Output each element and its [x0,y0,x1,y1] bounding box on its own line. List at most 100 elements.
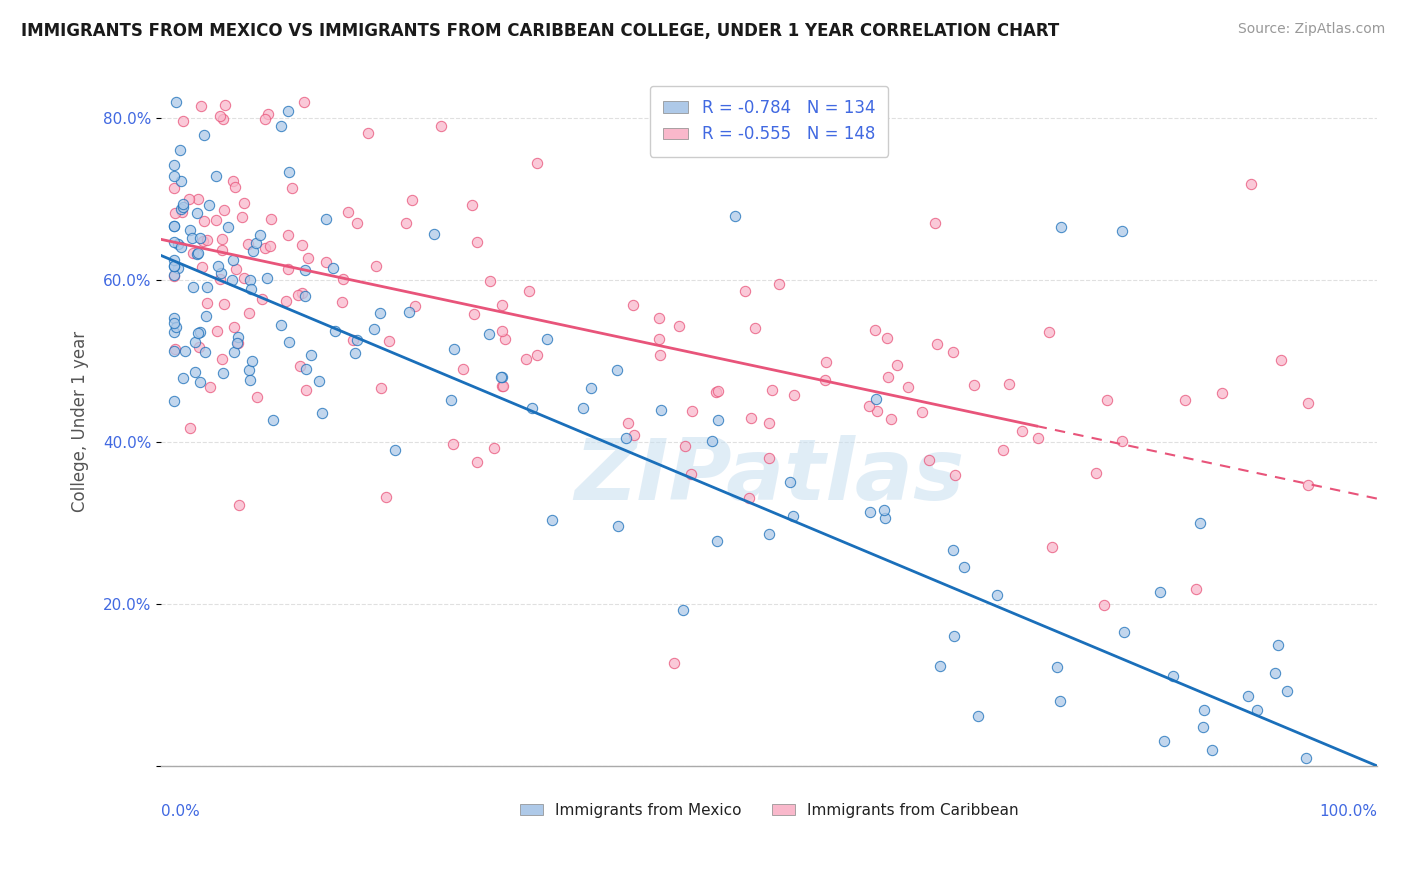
Point [623,428,645,442]
Point [953,559,976,574]
Point [443,342,465,356]
Point [162,219,184,234]
Point [259,239,281,253]
Point [231,211,253,225]
Point [179,223,201,237]
Point [866,404,889,418]
Point [181,246,204,260]
Point [942,345,965,359]
Point [1189,516,1212,530]
Point [491,378,513,392]
Point [346,333,368,347]
Point [886,358,908,372]
Point [212,366,235,380]
Point [997,377,1019,392]
Point [758,416,780,430]
Point [239,273,262,287]
Point [217,219,239,234]
Point [478,274,501,288]
Point [536,332,558,346]
Point [238,362,260,376]
Point [1192,703,1215,717]
Point [290,359,312,373]
Point [162,169,184,184]
Point [679,467,702,482]
Point [704,385,727,400]
Point [607,519,630,533]
Point [363,322,385,336]
Point [276,293,298,308]
Point [463,308,485,322]
Point [758,450,780,465]
Point [207,259,229,273]
Point [814,374,837,388]
Point [943,629,966,643]
Point [526,155,548,169]
Point [187,245,209,260]
Point [404,299,426,313]
Point [209,266,232,280]
Point [290,237,312,252]
Point [226,335,249,350]
Point [163,235,186,249]
Point [315,211,337,226]
Point [186,206,208,220]
Point [526,348,548,362]
Point [491,324,513,338]
Point [614,431,637,445]
Point [1246,702,1268,716]
Point [1011,424,1033,438]
Point [876,370,898,384]
Point [873,511,896,525]
Point [1185,582,1208,596]
Point [294,263,316,277]
Point [370,381,392,395]
Point [162,393,184,408]
Point [897,380,920,394]
Point [188,340,211,354]
Point [184,334,207,349]
Point [1040,541,1063,555]
Point [236,237,259,252]
Point [986,588,1008,602]
Point [1192,720,1215,734]
Point [173,343,195,358]
Point [162,325,184,339]
Point [221,273,243,287]
Point [315,255,337,269]
Point [1153,734,1175,748]
Point [605,363,627,377]
Point [183,280,205,294]
Point [1149,585,1171,599]
Point [744,321,766,335]
Point [865,323,887,337]
Point [225,262,247,277]
Point [162,268,184,282]
Point [195,295,218,310]
Point [193,128,215,143]
Point [281,181,304,195]
Point [190,230,212,244]
Point [461,198,484,212]
Point [1038,326,1060,340]
Point [165,95,187,109]
Point [1095,393,1118,408]
Point [162,158,184,172]
Point [262,413,284,427]
Point [515,352,537,367]
Point [172,204,194,219]
Text: Source: ZipAtlas.com: Source: ZipAtlas.com [1237,22,1385,37]
Point [779,475,801,489]
Point [579,381,602,395]
Point [1161,669,1184,683]
Point [1092,598,1115,612]
Point [162,269,184,284]
Point [208,271,231,285]
Point [1114,624,1136,639]
Point [963,378,986,392]
Point [257,107,280,121]
Point [734,284,756,298]
Point [238,306,260,320]
Point [706,534,728,549]
Point [768,277,790,291]
